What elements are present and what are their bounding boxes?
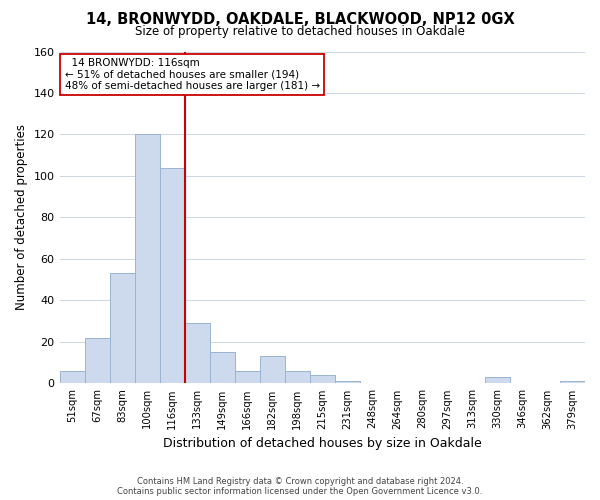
Bar — [160, 168, 185, 384]
Text: Size of property relative to detached houses in Oakdale: Size of property relative to detached ho… — [135, 25, 465, 38]
Bar — [260, 356, 285, 384]
Bar — [134, 134, 160, 384]
Bar — [310, 375, 335, 384]
Bar — [235, 371, 260, 384]
Bar — [485, 377, 510, 384]
X-axis label: Distribution of detached houses by size in Oakdale: Distribution of detached houses by size … — [163, 437, 482, 450]
Bar — [110, 274, 134, 384]
Bar — [560, 382, 585, 384]
Bar — [59, 371, 85, 384]
Bar — [335, 382, 360, 384]
Bar — [85, 338, 110, 384]
Text: 14 BRONWYDD: 116sqm
← 51% of detached houses are smaller (194)
48% of semi-detac: 14 BRONWYDD: 116sqm ← 51% of detached ho… — [65, 58, 320, 91]
Bar — [209, 352, 235, 384]
Bar — [185, 324, 209, 384]
Bar — [285, 371, 310, 384]
Y-axis label: Number of detached properties: Number of detached properties — [15, 124, 28, 310]
Text: Contains public sector information licensed under the Open Government Licence v3: Contains public sector information licen… — [118, 487, 482, 496]
Text: Contains HM Land Registry data © Crown copyright and database right 2024.: Contains HM Land Registry data © Crown c… — [137, 478, 463, 486]
Text: 14, BRONWYDD, OAKDALE, BLACKWOOD, NP12 0GX: 14, BRONWYDD, OAKDALE, BLACKWOOD, NP12 0… — [86, 12, 514, 28]
